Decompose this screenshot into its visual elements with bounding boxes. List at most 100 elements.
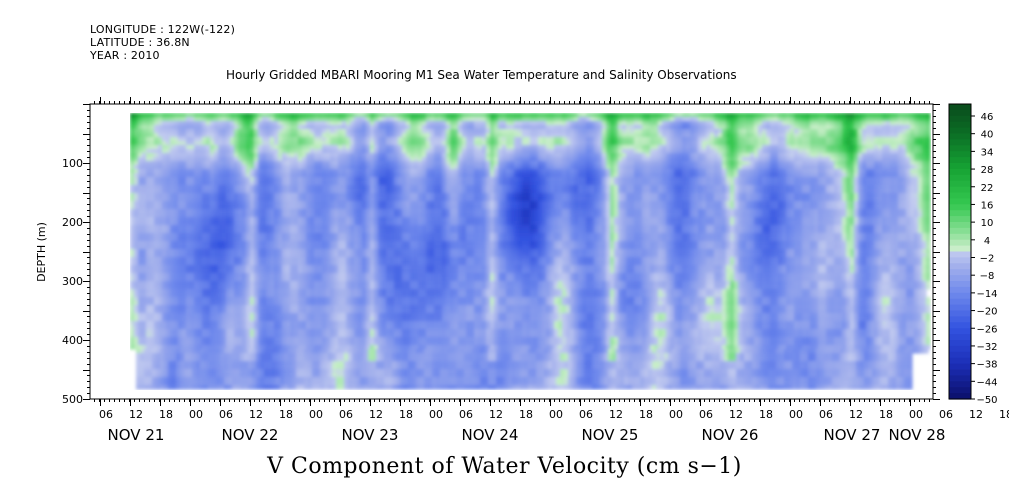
heat-cell-1679: [534, 145, 539, 150]
heat-cell-2990: [326, 173, 331, 178]
heat-cell-150: [746, 113, 751, 118]
heat-cell-3655: [630, 185, 635, 190]
heat-cell-2522: [798, 161, 803, 166]
heat-cell-3154: [202, 177, 207, 182]
heat-cell-2043: [434, 153, 439, 158]
heat-cell-1368: [882, 137, 887, 142]
heat-cell-289: [522, 117, 527, 122]
heat-cell-2003: [274, 153, 279, 158]
heat-cell-4498: [854, 201, 859, 206]
heat-cell-3601: [410, 185, 415, 190]
heat-cell-57: [366, 113, 371, 118]
heat-cell-2201: [282, 157, 287, 162]
heat-cell-2510: [746, 161, 751, 166]
heat-cell-540: [742, 121, 747, 126]
heat-cell-3003: [378, 173, 383, 178]
heat-cell-2134: [810, 153, 815, 158]
heat-cell-1401: [214, 141, 219, 146]
heat-cell-1299: [606, 137, 611, 142]
heat-cell-4127: [138, 197, 143, 202]
heat-cell-2669: [602, 165, 607, 170]
heat-cell-4943: [274, 213, 279, 218]
heat-cell-1910: [682, 149, 687, 154]
heat-cell-2332: [814, 157, 819, 162]
heat-cell-3210: [430, 177, 435, 182]
heat-cell-1783: [154, 149, 159, 154]
heat-cell-2017: [330, 153, 335, 158]
heat-cell-3311: [838, 177, 843, 182]
heat-cell-2131: [798, 153, 803, 158]
heat-cell-3078: [690, 173, 695, 178]
heat-cell-4606: [486, 205, 491, 210]
heat-cell-4490: [822, 201, 827, 206]
heat-cell-4099: [826, 193, 831, 198]
heat-cell-3690: [770, 185, 775, 190]
heat-cell-4454: [678, 201, 683, 206]
heat-cell-2037: [410, 153, 415, 158]
heat-cell-80: [462, 113, 467, 118]
heat-cell-1090: [562, 133, 567, 138]
heat-cell-4241: [606, 197, 611, 202]
heat-cell-3677: [718, 185, 723, 190]
heat-cell-766: [858, 125, 863, 130]
heat-cell-1827: [338, 149, 343, 154]
heat-cell-3240: [554, 177, 559, 182]
heat-cell-3475: [706, 181, 711, 186]
heat-cell-4026: [530, 193, 535, 198]
heat-cell-1772: [910, 145, 915, 150]
heat-cell-1953: [862, 149, 867, 154]
heat-cell-3205: [410, 177, 415, 182]
heat-cell-3406: [418, 181, 423, 186]
heat-cell-3747: [198, 189, 203, 194]
heat-cell-759: [830, 125, 835, 130]
heat-cell-2581: [246, 165, 251, 170]
heat-cell-4802: [494, 209, 499, 214]
heat-cell-528: [694, 121, 699, 126]
heat-cell-523: [674, 121, 679, 126]
heat-cell-4714: [130, 209, 135, 214]
heat-cell-162: [794, 113, 799, 118]
heat-cell-3409: [430, 181, 435, 186]
heat-cell-4397: [442, 201, 447, 206]
heat-cell-23: [226, 113, 231, 118]
heat-cell-3134: [922, 173, 927, 178]
heat-cell-3846: [602, 189, 607, 194]
heat-cell-601: [186, 125, 191, 130]
heat-cell-2501: [710, 161, 715, 166]
heat-cell-2025: [362, 153, 367, 158]
heat-cell-3469: [682, 181, 687, 186]
heat-cell-1552: [822, 141, 827, 146]
heat-cell-660: [426, 125, 431, 130]
heat-cell-3506: [830, 181, 835, 186]
heat-cell-136: [690, 113, 695, 118]
heat-cell-3119: [854, 173, 859, 178]
heat-cell-1357: [838, 137, 843, 142]
heat-cell-2064: [522, 153, 527, 158]
heat-cell-4181: [354, 197, 359, 202]
heat-cell-3694: [786, 185, 791, 190]
heat-cell-393: [142, 121, 147, 126]
heat-cell-421: [254, 121, 259, 126]
heat-cell-4780: [402, 209, 407, 214]
heat-cell-1129: [718, 133, 723, 138]
heat-cell-1310: [650, 137, 655, 142]
heat-cell-4751: [282, 209, 287, 214]
heat-cell-1733: [754, 145, 759, 150]
heat-cell-2747: [918, 165, 923, 170]
heat-cell-3232: [522, 177, 527, 182]
heat-cell-2624: [418, 165, 423, 170]
heat-cell-414: [226, 121, 231, 126]
heat-cell-3292: [762, 177, 767, 182]
heat-cell-3928: [130, 193, 135, 198]
heat-cell-4475: [762, 201, 767, 206]
heat-cell-4599: [458, 205, 463, 210]
heat-cell-749: [790, 125, 795, 130]
heat-cell-2429: [422, 161, 427, 166]
heat-cell-66: [402, 113, 407, 118]
heat-cell-3113: [830, 173, 835, 178]
heat-cell-1155: [822, 133, 827, 138]
heat-cell-530: [702, 121, 707, 126]
heat-cell-2039: [418, 153, 423, 158]
heat-cell-1819: [306, 149, 311, 154]
heat-cell-4898: [890, 209, 895, 214]
